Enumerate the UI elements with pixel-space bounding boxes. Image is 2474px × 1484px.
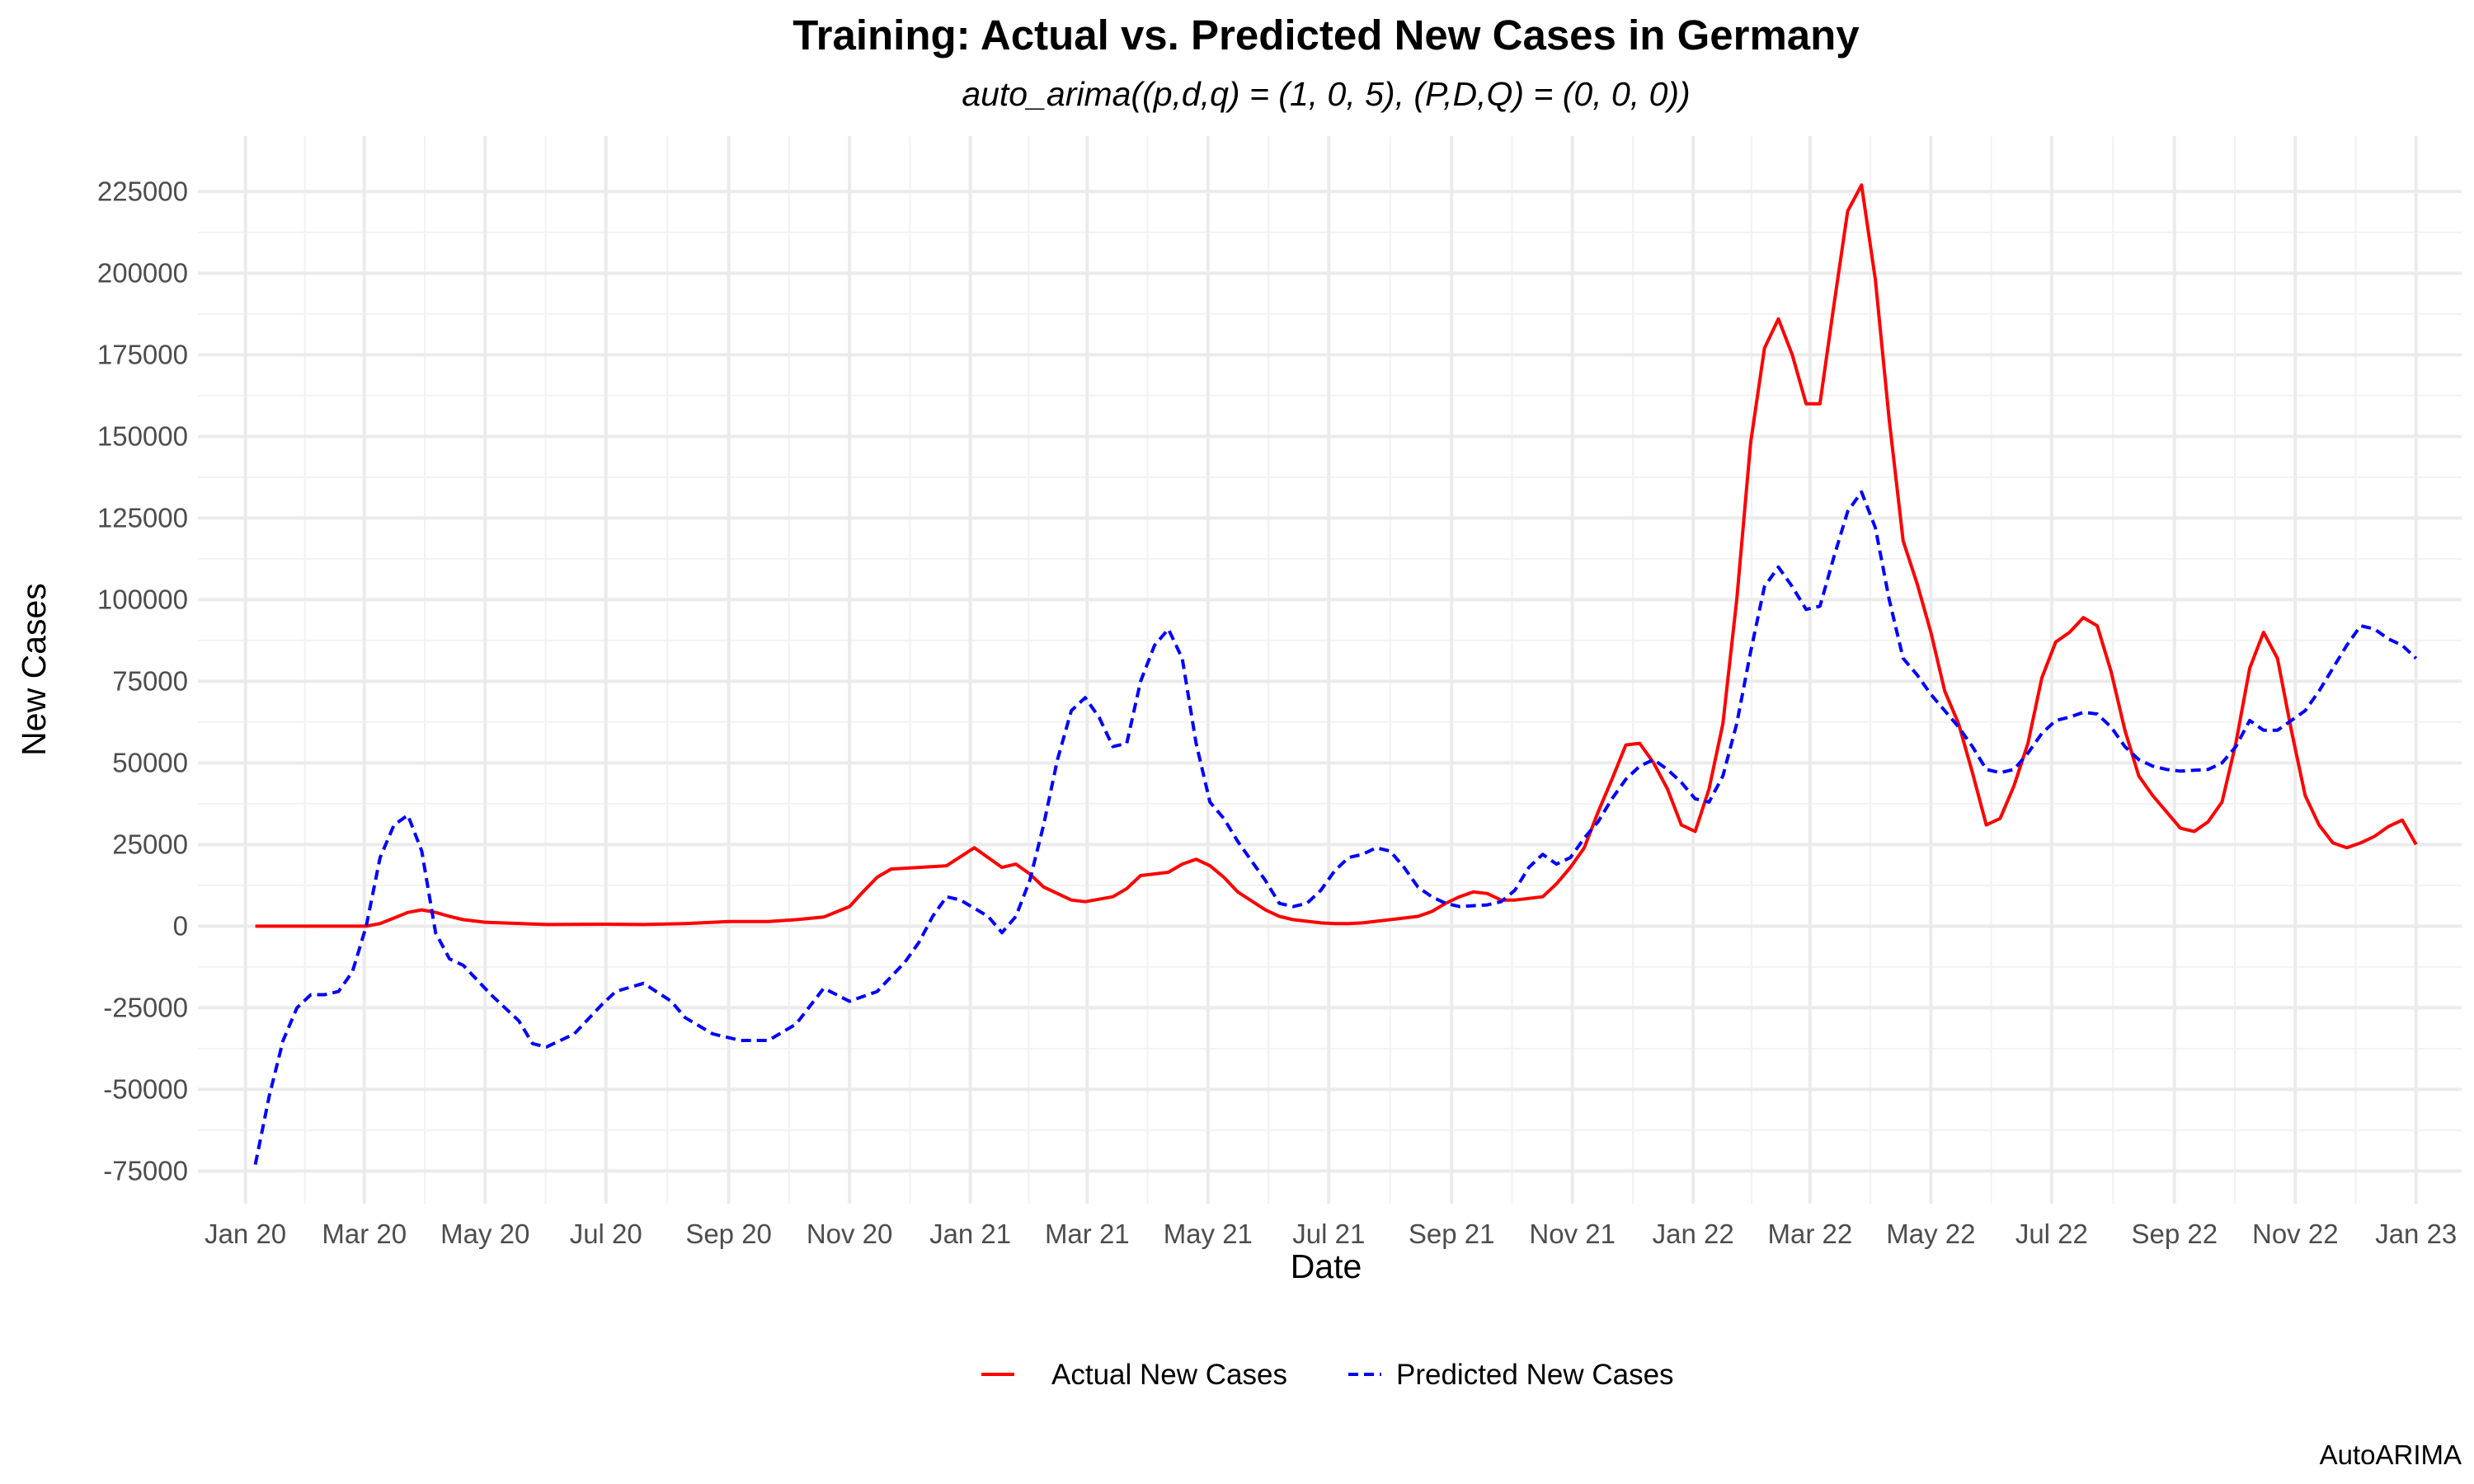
x-tick-label: Sep 22 xyxy=(2131,1219,2218,1249)
x-tick-label: May 20 xyxy=(440,1219,529,1249)
chart-title: Training: Actual vs. Predicted New Cases… xyxy=(793,12,1860,59)
x-tick-label: May 21 xyxy=(1164,1219,1253,1249)
y-tick-label: 0 xyxy=(173,910,188,941)
major-gridlines xyxy=(198,136,2462,1204)
y-axis-tick-labels: -75000 -50000 -25000 0 25000 50000 75000 100000… xyxy=(97,176,188,1186)
y-tick-label: -25000 xyxy=(103,992,188,1022)
y-tick-label: 200000 xyxy=(97,257,188,288)
x-tick-label: Sep 20 xyxy=(685,1219,772,1249)
x-tick-label: Mar 22 xyxy=(1768,1219,1853,1249)
y-tick-label: 225000 xyxy=(97,176,188,206)
series-line-actual xyxy=(255,183,2418,928)
minor-gridlines xyxy=(198,136,2462,1204)
legend-label-actual: Actual New Cases xyxy=(1051,1359,1287,1391)
y-tick-label: 125000 xyxy=(97,502,188,533)
x-tick-label: Mar 20 xyxy=(322,1219,407,1249)
x-tick-label: Nov 22 xyxy=(2252,1219,2339,1249)
y-tick-label: -75000 xyxy=(103,1155,188,1186)
x-tick-label: Sep 21 xyxy=(1409,1219,1495,1249)
x-tick-label: Jan 20 xyxy=(205,1219,286,1249)
y-axis-title: New Cases xyxy=(15,583,53,756)
series-lines xyxy=(253,183,2418,1165)
x-tick-label: Jan 23 xyxy=(2375,1219,2457,1249)
x-tick-label: Jul 21 xyxy=(1292,1219,1365,1249)
x-tick-label: Jan 21 xyxy=(929,1219,1011,1249)
legend: Actual New Cases Predicted New Cases xyxy=(981,1359,1674,1391)
x-axis-title: Date xyxy=(1291,1247,1362,1285)
x-tick-label: Nov 20 xyxy=(807,1219,893,1249)
y-tick-label: -50000 xyxy=(103,1073,188,1104)
x-tick-label: Jul 20 xyxy=(570,1219,642,1249)
x-axis-tick-labels: Jan 20 Mar 20 May 20 Jul 20 Sep 20 Nov 20 Jan … xyxy=(205,1219,2457,1249)
x-tick-label: Jan 22 xyxy=(1653,1219,1734,1249)
series-line-predicted xyxy=(253,490,2418,1165)
x-tick-label: Jul 22 xyxy=(2015,1219,2088,1249)
y-tick-label: 75000 xyxy=(112,665,188,696)
y-tick-label: 25000 xyxy=(112,829,188,859)
y-tick-label: 175000 xyxy=(97,339,188,369)
x-tick-label: Mar 21 xyxy=(1045,1219,1130,1249)
chart-subtitle: auto_arima((p,d,q) = (1, 0, 5), (P,D,Q) … xyxy=(962,75,1690,113)
y-tick-label: 150000 xyxy=(97,420,188,451)
legend-label-predicted: Predicted New Cases xyxy=(1396,1359,1674,1391)
x-tick-label: Nov 21 xyxy=(1529,1219,1616,1249)
x-tick-label: May 22 xyxy=(1886,1219,1975,1249)
y-tick-label: 50000 xyxy=(112,747,188,777)
y-tick-label: 100000 xyxy=(97,584,188,614)
chart-caption: AutoARIMA xyxy=(2320,1439,2462,1470)
